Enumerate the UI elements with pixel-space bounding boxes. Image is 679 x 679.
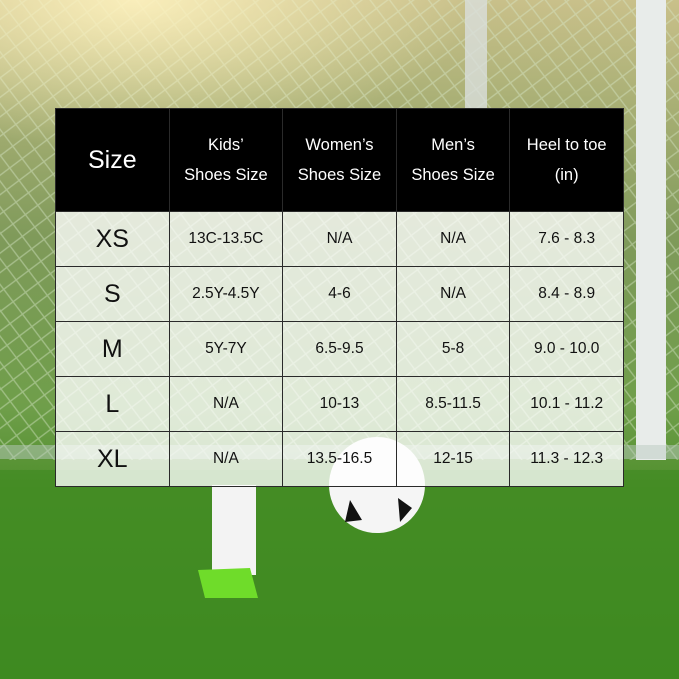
cell-text: S (103, 279, 121, 308)
cell-text: N/A (440, 230, 466, 247)
table-cell: 8.4 - 8.9 (509, 266, 624, 322)
header-text: (in) (554, 166, 579, 184)
header-text: Kids’ (208, 136, 244, 154)
header-text: Shoes Size (297, 166, 382, 184)
header-cell: Kids’ Shoes Size (168, 108, 284, 212)
table-cell: 9.0 - 10.0 (509, 321, 624, 377)
header-text: Shoes Size (184, 166, 268, 184)
table-cell: N/A (168, 431, 284, 487)
cell-text: L (105, 389, 120, 418)
table-cell: 2.5Y-4.5Y (168, 266, 284, 322)
cell-text: 8.4 - 8.9 (538, 285, 596, 302)
table-cell: 11.3 - 12.3 (509, 431, 624, 487)
cell-text: 10-13 (319, 395, 360, 412)
table-cell: 8.5-11.5 (395, 376, 511, 432)
table-cell: 5-8 (395, 321, 511, 377)
table-cell: 10-13 (282, 376, 397, 432)
table-cell: N/A (282, 211, 397, 267)
cell-text: 6.5-9.5 (315, 340, 364, 357)
cell-text: 2.5Y-4.5Y (192, 285, 260, 302)
header-cell: Women’s Shoes Size (282, 108, 397, 212)
cell-text: 11.3 - 12.3 (530, 450, 604, 467)
table-cell: N/A (168, 376, 284, 432)
cell-text: 9.0 - 10.0 (533, 340, 600, 357)
table-cell: 7.6 - 8.3 (509, 211, 624, 267)
cell-text: 8.5-11.5 (425, 395, 481, 412)
goal-post (636, 0, 666, 460)
header-cell: Size (55, 108, 170, 212)
table-cell: 4-6 (282, 266, 397, 322)
size-cell: XS (55, 211, 170, 267)
table-cell: 10.1 - 11.2 (509, 376, 624, 432)
cell-text: 7.6 - 8.3 (538, 230, 596, 247)
size-cell: S (55, 266, 170, 322)
size-cell: M (55, 321, 170, 377)
cell-text: XL (97, 444, 128, 473)
cell-text: M (101, 334, 123, 363)
table-cell: 5Y-7Y (168, 321, 284, 377)
table-cell: 13C-13.5C (168, 211, 284, 267)
goal-post-back (465, 0, 487, 110)
header-text: Heel to toe (526, 136, 607, 154)
size-cell: L (55, 376, 170, 432)
cell-text: 4-6 (328, 285, 351, 302)
header-cell: Heel to toe (in) (509, 108, 624, 212)
table-row: L N/A 10-13 8.5-11.5 10.1 - 11.2 (55, 376, 624, 432)
cell-text: 12-15 (433, 450, 473, 467)
table-cell: 6.5-9.5 (282, 321, 397, 377)
cell-text: 10.1 - 11.2 (530, 395, 604, 412)
cell-text: XS (95, 224, 129, 253)
cell-text: N/A (212, 395, 239, 412)
cell-text: N/A (440, 285, 466, 302)
sock (212, 485, 256, 575)
table-cell: 13.5-16.5 (282, 431, 397, 487)
size-table: Size Kids’ Shoes Size Women’s Shoes Size Men’… (55, 108, 624, 487)
table-cell: 12-15 (395, 431, 511, 487)
cell-text: 13.5-16.5 (306, 450, 373, 467)
header-text: Size (87, 146, 137, 174)
cell-text: N/A (212, 450, 239, 467)
cell-text: 5-8 (441, 340, 465, 357)
cell-text: N/A (326, 230, 353, 247)
header-row: Size Kids’ Shoes Size Women’s Shoes Size Men’… (55, 108, 624, 212)
cell-text: 5Y-7Y (205, 340, 247, 357)
table-row: XS 13C-13.5C N/A N/A 7.6 - 8.3 (55, 211, 624, 267)
table-row: M 5Y-7Y 6.5-9.5 5-8 9.0 - 10.0 (55, 321, 624, 377)
shoe (198, 568, 258, 598)
table-body: XS 13C-13.5C N/A N/A 7.6 - 8.3 S 2.5Y-4.5Y 4-6 N… (55, 211, 624, 487)
header-text: Women’s (305, 136, 374, 154)
header-text: Shoes Size (411, 166, 495, 184)
table-cell: N/A (395, 211, 511, 267)
header-text: Men’s (431, 136, 475, 154)
cell-text: 13C-13.5C (188, 230, 264, 247)
ball-patches (345, 498, 412, 522)
table-cell: N/A (395, 266, 511, 322)
header-cell: Men’s Shoes Size (395, 108, 511, 212)
size-cell: XL (55, 431, 170, 487)
table-row: XL N/A 13.5-16.5 12-15 11.3 - 12.3 (55, 431, 624, 487)
table-row: S 2.5Y-4.5Y 4-6 N/A 8.4 - 8.9 (55, 266, 624, 322)
